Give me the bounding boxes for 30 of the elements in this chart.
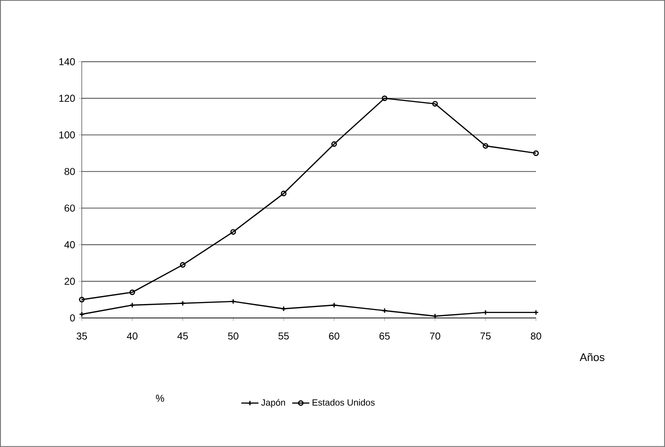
point	[230, 229, 236, 235]
x-axis-title: Años	[580, 353, 604, 362]
point	[180, 262, 186, 268]
y-tick-label: 120	[59, 94, 75, 102]
y-tick-label: 60	[64, 204, 75, 212]
x-tick-label: 35	[76, 332, 87, 340]
point	[280, 190, 286, 196]
y-tick-label: 140	[59, 58, 75, 66]
x-tick-label: 55	[278, 332, 289, 340]
point	[482, 143, 488, 149]
x-tick-label: 40	[126, 332, 138, 340]
x-tick-label: 45	[177, 332, 188, 340]
y-tick-label: 100	[59, 131, 75, 138]
x-tick-label: 70	[430, 332, 440, 340]
x-tick-label: 65	[380, 332, 390, 340]
y-tick-label: 20	[64, 278, 75, 285]
y-tick-label: 40	[64, 241, 75, 248]
point	[382, 96, 388, 102]
x-tick-label: 80	[530, 332, 542, 340]
legend-label: Estados Unidos	[312, 399, 375, 406]
point	[129, 290, 136, 296]
y-tick-label: 80	[64, 168, 75, 176]
y-tick-label: 0	[70, 314, 75, 322]
text: %	[156, 394, 164, 402]
x-tick-label: 75	[480, 332, 491, 340]
point	[331, 141, 337, 147]
x-tick-label: 60	[329, 332, 340, 340]
x-tick-label: 50	[228, 332, 238, 340]
legend-label: Japón	[261, 399, 286, 408]
point	[432, 101, 438, 107]
